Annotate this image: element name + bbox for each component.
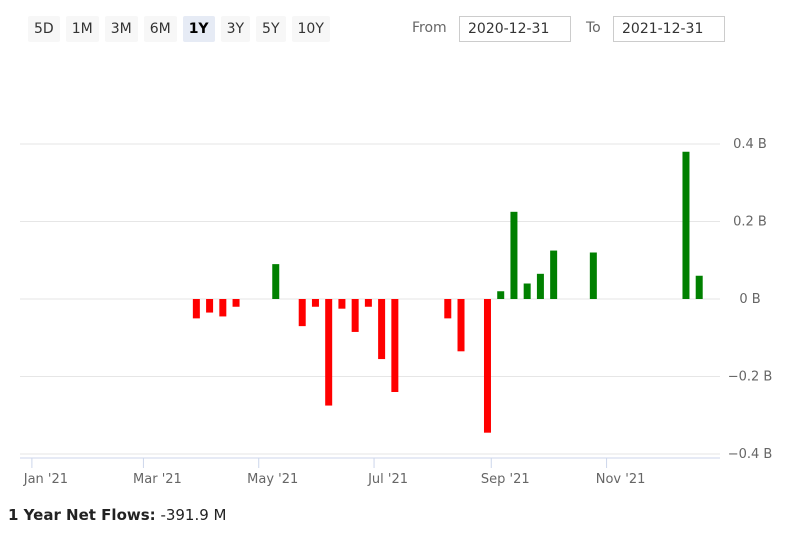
to-label: To (586, 20, 601, 36)
range-button-1y[interactable]: 1Y (182, 16, 215, 42)
y-tick-label: 0.4 B (733, 137, 767, 152)
flow-bar (510, 211, 518, 299)
from-label: From (412, 20, 447, 36)
range-button-10y[interactable]: 10Y (291, 16, 330, 42)
flow-bar (364, 299, 372, 307)
flow-bar (391, 299, 399, 392)
y-tick-label: −0.4 B (728, 447, 773, 462)
range-button-3m[interactable]: 3M (104, 16, 138, 42)
flow-bar (682, 151, 690, 299)
net-flows-value: -391.9 M (160, 506, 227, 524)
range-selector: 5D 1M 3M 6M 1Y 3Y 5Y 10Y (28, 16, 330, 42)
flow-bar (325, 299, 333, 406)
from-date-input[interactable]: 2020-12-31 (459, 16, 571, 42)
flow-bar (550, 250, 558, 299)
flow-bar (695, 275, 703, 299)
flow-bar (378, 299, 386, 360)
range-button-1m[interactable]: 1M (65, 16, 99, 42)
flow-bar (483, 299, 491, 433)
flow-bar (206, 299, 214, 313)
flow-bar (311, 299, 319, 307)
flow-bar (219, 299, 227, 317)
net-flows-chart: 0.4 B 0.2 B 0 B −0.2 B −0.4 B Jan '21 Mar '21 M… (20, 137, 773, 487)
flow-bar (523, 283, 531, 299)
range-button-3y[interactable]: 3Y (220, 16, 251, 42)
net-flows-summary: 1 Year Net Flows: -391.9 M (8, 506, 227, 524)
x-tick-label: Mar '21 (133, 472, 182, 487)
range-button-6m[interactable]: 6M (143, 16, 177, 42)
y-tick-label: 0 B (739, 292, 760, 307)
flow-bar (192, 299, 200, 319)
x-tick-label: Sep '21 (481, 472, 530, 487)
net-flows-label: 1 Year Net Flows: (8, 506, 156, 524)
flow-bar (351, 299, 359, 332)
flow-bar (589, 252, 597, 299)
to-date-input[interactable]: 2021-12-31 (613, 16, 725, 42)
x-tick-label: Jul '21 (367, 472, 408, 487)
y-tick-label: −0.2 B (728, 370, 773, 385)
flow-bar (272, 264, 280, 299)
range-button-5d[interactable]: 5D (28, 16, 60, 42)
x-tick-label: Jan '21 (23, 472, 68, 487)
flow-bar (338, 299, 346, 309)
flow-bar (457, 299, 465, 352)
flow-bar (444, 299, 452, 319)
flow-bar (497, 291, 505, 299)
flow-bar (232, 299, 240, 307)
x-tick-label: May '21 (247, 472, 298, 487)
y-tick-label: 0.2 B (733, 215, 767, 230)
flow-bar (536, 273, 544, 299)
range-button-5y[interactable]: 5Y (256, 16, 286, 42)
flow-bar (298, 299, 306, 327)
x-tick-label: Nov '21 (596, 472, 646, 487)
